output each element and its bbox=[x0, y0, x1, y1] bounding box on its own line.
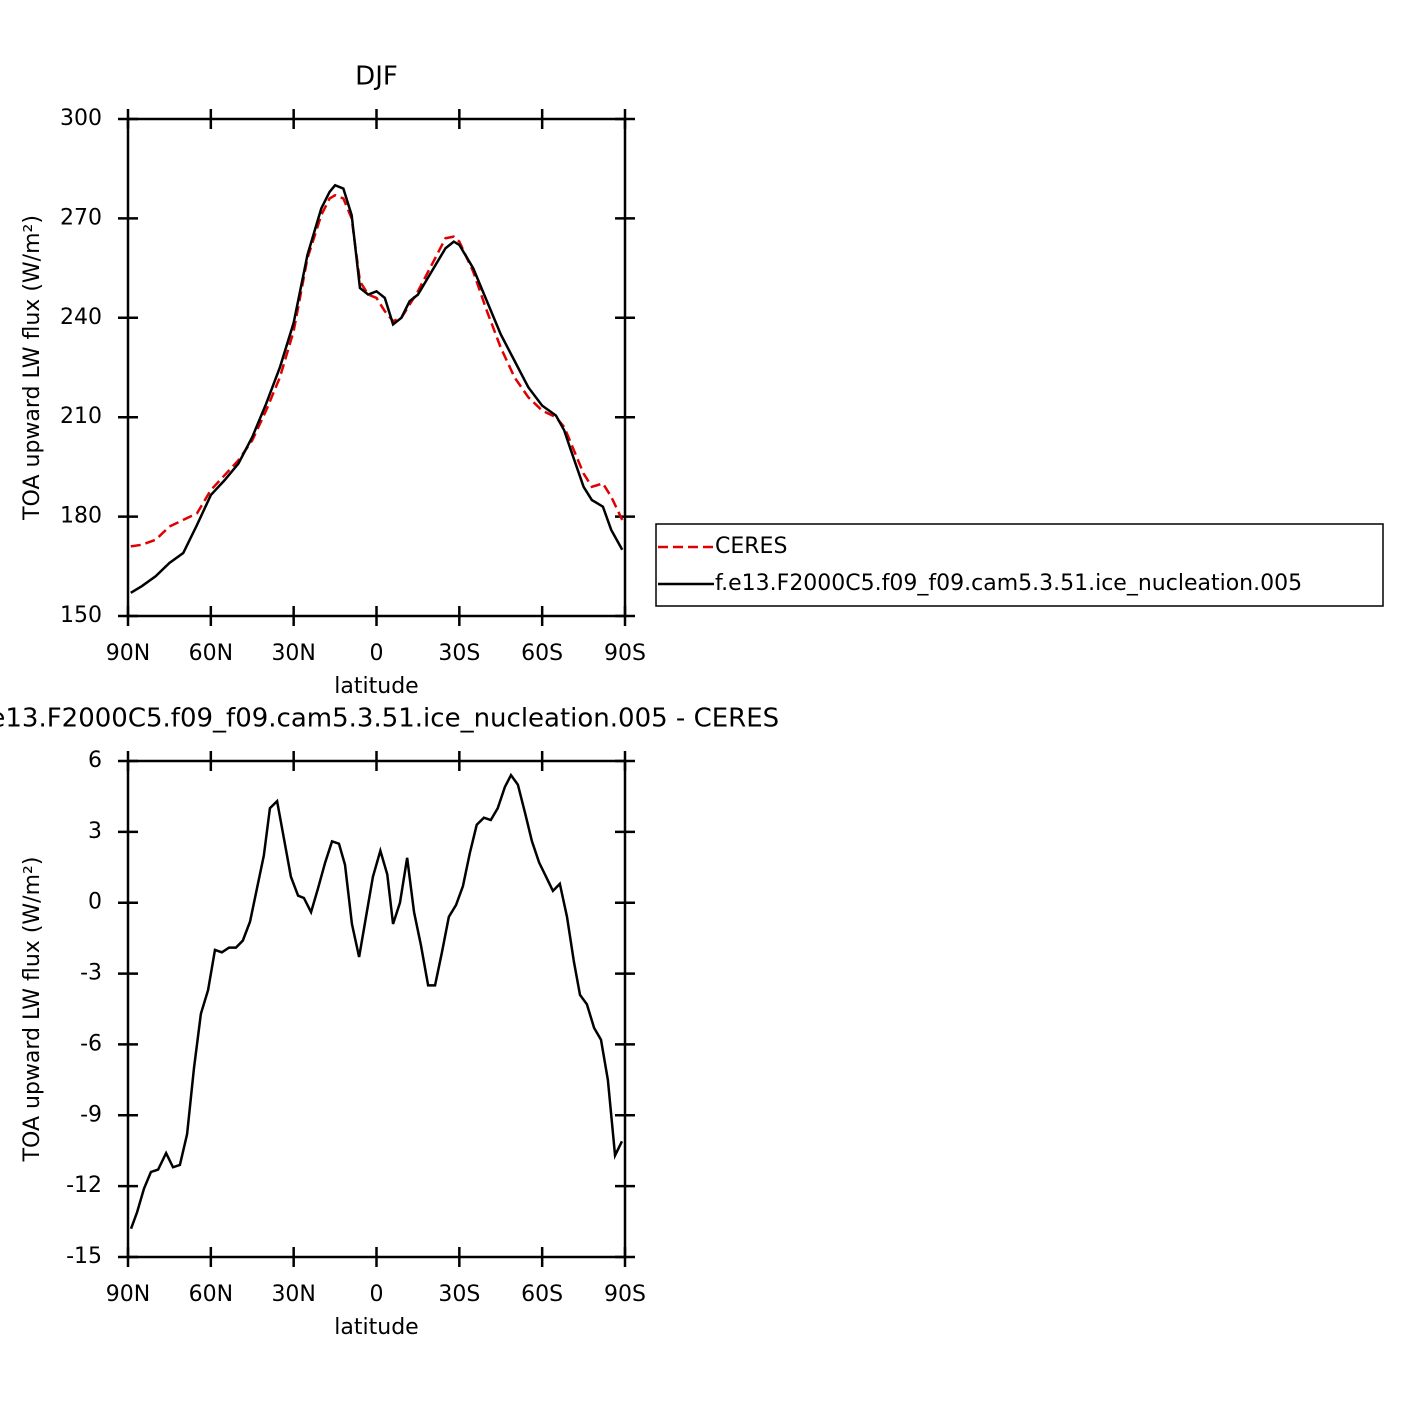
y-tick-label: 240 bbox=[60, 305, 102, 330]
x-tick-label: 0 bbox=[370, 641, 384, 666]
x-tick-label: 60N bbox=[189, 1282, 233, 1307]
plot-frame bbox=[126, 117, 627, 618]
legend-label: f.e13.F2000C5.f09_f09.cam5.3.51.ice_nucl… bbox=[715, 571, 1302, 596]
x-tick-label: 60S bbox=[521, 1282, 563, 1307]
panel-title: f.e13.F2000C5.f09_f09.cam5.3.51.ice_nucl… bbox=[0, 704, 779, 734]
y-tick-label: 150 bbox=[60, 603, 102, 628]
x-axis-label: latitude bbox=[334, 674, 418, 699]
x-tick-label: 90S bbox=[604, 1282, 646, 1307]
x-tick-label: 60S bbox=[521, 641, 563, 666]
y-tick-label: 0 bbox=[88, 890, 102, 915]
x-tick-label: 30N bbox=[271, 1282, 315, 1307]
y-tick-label: 180 bbox=[60, 504, 102, 529]
x-tick-label: 30N bbox=[271, 641, 315, 666]
y-tick-label: 3 bbox=[88, 819, 102, 844]
data-line bbox=[129, 772, 624, 1230]
y-tick-label: -6 bbox=[80, 1031, 102, 1056]
panel-title: DJF bbox=[355, 62, 398, 92]
x-tick-label: 30S bbox=[438, 641, 480, 666]
y-tick-label: 300 bbox=[60, 106, 102, 131]
x-axis-label: latitude bbox=[334, 1315, 418, 1340]
x-tick-label: 90N bbox=[106, 641, 150, 666]
data-line bbox=[130, 193, 624, 548]
y-axis-label: TOA upward LW flux (W/m²) bbox=[20, 215, 45, 521]
y-tick-label: -15 bbox=[66, 1244, 102, 1269]
legend-label: CERES bbox=[715, 534, 787, 559]
x-tick-label: 30S bbox=[438, 1282, 480, 1307]
y-tick-label: 210 bbox=[60, 404, 102, 429]
legend-box bbox=[655, 523, 1384, 607]
y-axis-label: TOA upward LW flux (W/m²) bbox=[20, 857, 45, 1163]
y-tick-label: 6 bbox=[88, 748, 102, 773]
data-line bbox=[130, 183, 624, 594]
y-tick-label: -3 bbox=[80, 961, 102, 986]
x-tick-label: 90N bbox=[106, 1282, 150, 1307]
y-tick-label: 270 bbox=[60, 205, 102, 230]
y-tick-label: -9 bbox=[80, 1102, 102, 1127]
x-tick-label: 0 bbox=[370, 1282, 384, 1307]
y-tick-label: -12 bbox=[66, 1173, 102, 1198]
x-tick-label: 60N bbox=[189, 641, 233, 666]
x-tick-label: 90S bbox=[604, 641, 646, 666]
